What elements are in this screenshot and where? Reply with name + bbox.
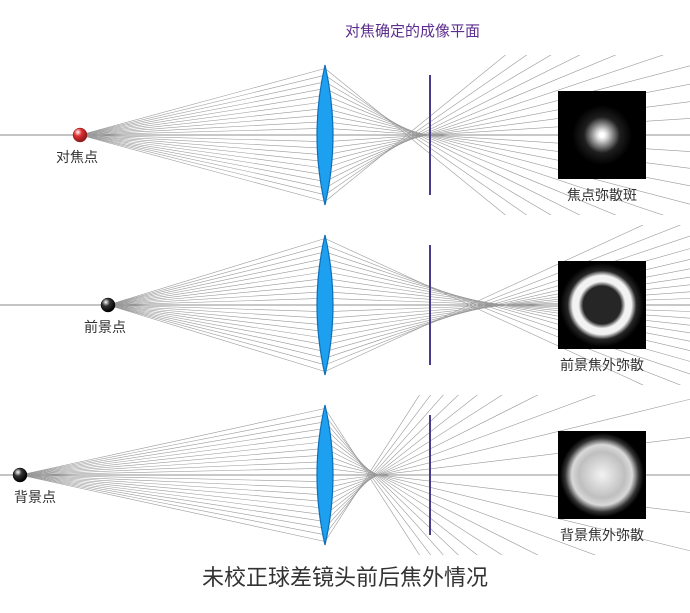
diagram-row-focus: 对焦点焦点弥散斑 [0, 55, 690, 215]
lens [317, 65, 333, 205]
point-label: 对焦点 [56, 147, 98, 167]
thumbnail-label: 背景焦外弥散 [547, 525, 657, 545]
thumbnail-label: 焦点弥散斑 [547, 185, 657, 205]
bottom-caption: 未校正球差镜头前后焦外情况 [0, 560, 690, 592]
source-point [101, 298, 115, 312]
lens [317, 235, 333, 375]
point-label: 背景点 [14, 487, 56, 507]
diagram-row-foreground: 前景点前景焦外弥散 [0, 225, 690, 385]
point-label: 前景点 [84, 317, 126, 337]
bokeh-thumbnail [558, 91, 646, 179]
bokeh-thumbnail [558, 431, 646, 519]
source-point [13, 468, 27, 482]
lens [317, 405, 333, 545]
thumbnail-label: 前景焦外弥散 [547, 355, 657, 375]
image-plane-label: 对焦确定的成像平面 [345, 20, 480, 41]
source-point [73, 128, 87, 142]
diagram-row-background: 背景点背景焦外弥散 [0, 395, 690, 555]
bokeh-thumbnail [558, 261, 646, 349]
